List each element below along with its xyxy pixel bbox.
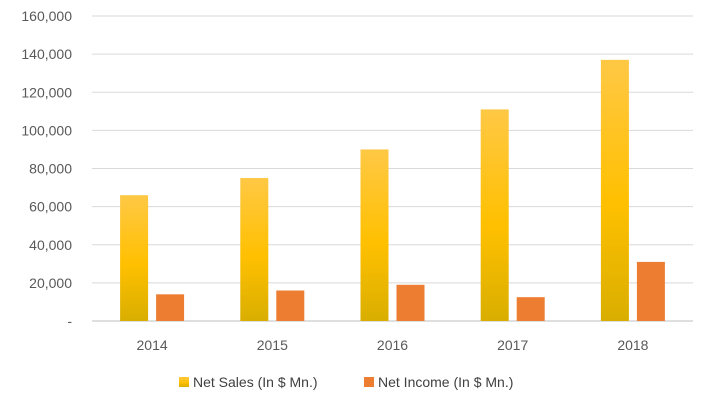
x-tick-label: 2018 [617,337,648,353]
gridlines [92,15,693,322]
net-sales-bar-2016 [360,149,389,321]
net-sales-bar-2017 [480,109,509,321]
net-income-bar-2015 [276,290,305,321]
y-tick-label: 140,000 [21,46,72,62]
y-tick-label: 120,000 [21,84,72,100]
net-income-bar-2014 [156,294,185,321]
y-tick-label: 40,000 [29,237,72,253]
legend-label: Net Sales (In $ Mn.) [193,374,318,390]
y-axis-tick-labels: - 20,000 40,000 60,000 80,000 100,000 120,000 1… [21,8,72,329]
x-tick-label: 2015 [257,337,288,353]
y-tick-label: 160,000 [21,8,72,24]
legend-swatch [364,377,374,387]
net-sales-bar-2018 [600,59,629,321]
y-tick-label: 20,000 [29,275,72,291]
y-tick-label: 100,000 [21,122,72,138]
x-tick-label: 2016 [377,337,408,353]
net-income-bar-2016 [396,284,425,321]
legend: Net Sales (In $ Mn.) Net Income (In $ Mn.… [179,374,513,390]
legend-label: Net Income (In $ Mn.) [378,374,513,390]
y-tick-label: - [67,313,72,329]
x-tick-label: 2017 [497,337,528,353]
legend-swatch [179,377,189,387]
bars [120,59,665,321]
net-income-bar-2018 [636,261,665,321]
x-axis-tick-labels: 2014 2015 2016 2017 2018 [137,337,649,353]
net-sales-bar-2014 [120,195,149,321]
net-sales-bar-2015 [240,178,269,321]
y-tick-label: 60,000 [29,199,72,215]
net-income-bar-2017 [516,297,545,321]
y-tick-label: 80,000 [29,161,72,177]
x-tick-label: 2014 [137,337,168,353]
